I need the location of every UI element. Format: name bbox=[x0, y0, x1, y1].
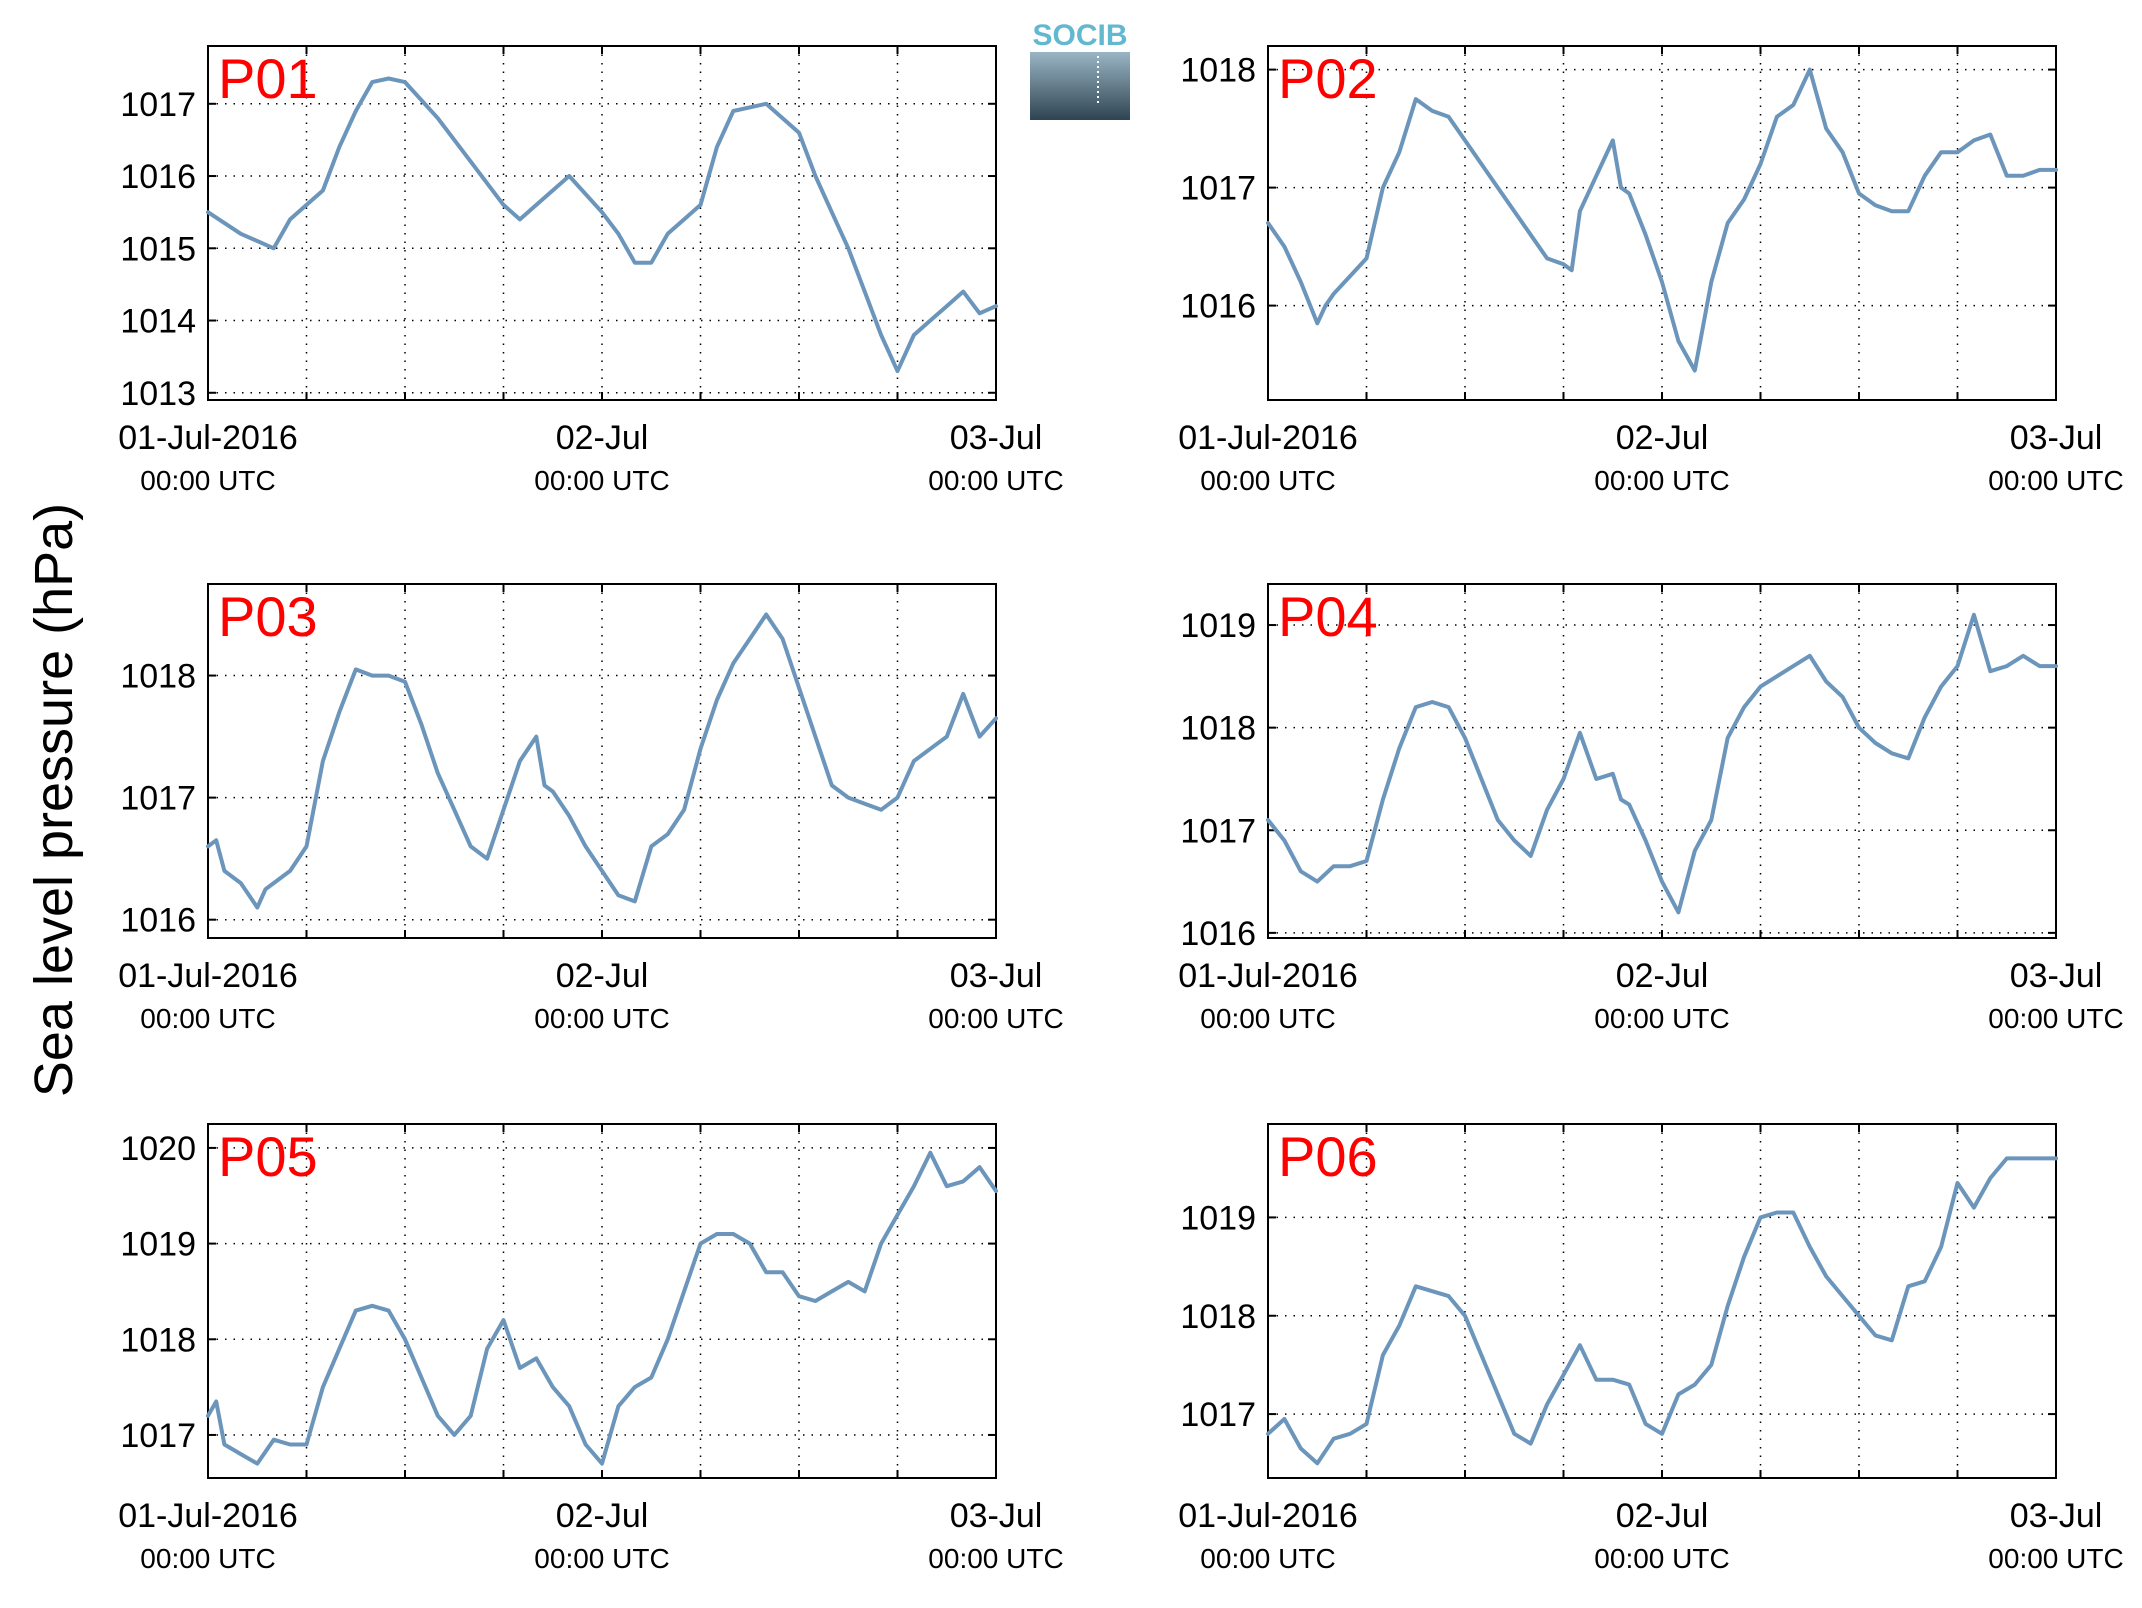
y-tick-label: 1017 bbox=[120, 86, 196, 124]
panel-p06: 1017 1018 1019 01-Jul-2016 00:00 UTC 02-Jul 00… bbox=[1178, 1123, 2124, 1574]
logo-text: SOCIB bbox=[1032, 19, 1127, 52]
y-tick-label: 1017 bbox=[1180, 1396, 1256, 1434]
y-tick-label: 1019 bbox=[120, 1226, 196, 1264]
x-tick-label-date: 02-Jul bbox=[1616, 1497, 1709, 1535]
y-tick-label: 1018 bbox=[120, 1321, 196, 1359]
x-tick-label-time: 00:00 UTC bbox=[140, 465, 275, 496]
y-axis-label: Sea level pressure (hPa) bbox=[24, 503, 84, 1097]
panel-label: P02 bbox=[1278, 47, 1378, 110]
series-line bbox=[1266, 612, 2058, 915]
panels: 1013 1014 1015 1016 1017 01-Jul-2016 00:00 UTC… bbox=[118, 45, 2124, 1574]
logo-wave-box bbox=[1030, 52, 1130, 120]
x-tick-label-time: 00:00 UTC bbox=[1200, 1543, 1335, 1574]
y-tick-label: 1020 bbox=[120, 1130, 196, 1168]
y-tick-label: 1019 bbox=[1180, 1199, 1256, 1237]
series-line bbox=[206, 1150, 998, 1466]
series-line bbox=[206, 612, 998, 910]
y-tick-label: 1017 bbox=[120, 1417, 196, 1455]
series-line bbox=[1266, 67, 2058, 373]
x-tick-label-date: 03-Jul bbox=[950, 957, 1043, 995]
y-tick-label: 1018 bbox=[120, 658, 196, 696]
panel-label: P06 bbox=[1278, 1125, 1378, 1188]
panel-p05: 1017 1018 1019 1020 01-Jul-2016 00:00 UTC 02-J… bbox=[118, 1123, 1064, 1574]
x-tick-label-time: 00:00 UTC bbox=[534, 1543, 669, 1574]
panel-label: P05 bbox=[218, 1125, 318, 1188]
panel-label: P04 bbox=[1278, 585, 1378, 648]
x-tick-label-time: 00:00 UTC bbox=[1988, 1543, 2123, 1574]
x-tick-label-time: 00:00 UTC bbox=[1594, 1003, 1729, 1034]
x-tick-label-date: 01-Jul-2016 bbox=[118, 1497, 298, 1535]
x-tick-label-date: 02-Jul bbox=[556, 1497, 649, 1535]
y-tick-label: 1018 bbox=[1180, 52, 1256, 90]
axes-frame bbox=[207, 583, 997, 939]
x-tick-label-time: 00:00 UTC bbox=[1200, 465, 1335, 496]
axes-frame bbox=[207, 1123, 997, 1479]
panel-p03: 1016 1017 1018 01-Jul-2016 00:00 UTC 02-Jul 00… bbox=[118, 583, 1064, 1034]
series-line bbox=[206, 76, 998, 374]
x-tick-label-time: 00:00 UTC bbox=[1594, 465, 1729, 496]
axes-frame bbox=[207, 45, 997, 401]
y-tick-label: 1016 bbox=[120, 902, 196, 940]
x-tick-label-date: 01-Jul-2016 bbox=[118, 957, 298, 995]
y-tick-label: 1018 bbox=[1180, 1298, 1256, 1336]
y-tick-label: 1016 bbox=[1180, 288, 1256, 326]
x-tick-label-date: 01-Jul-2016 bbox=[118, 419, 298, 457]
y-tick-label: 1013 bbox=[120, 375, 196, 413]
x-tick-label-time: 00:00 UTC bbox=[928, 1543, 1063, 1574]
x-tick-label-time: 00:00 UTC bbox=[140, 1543, 275, 1574]
x-tick-label-time: 00:00 UTC bbox=[1200, 1003, 1335, 1034]
x-tick-label-time: 00:00 UTC bbox=[1988, 1003, 2123, 1034]
panel-p02: 1016 1017 1018 01-Jul-2016 00:00 UTC 02-Jul 00… bbox=[1178, 45, 2124, 496]
x-tick-label-time: 00:00 UTC bbox=[534, 1003, 669, 1034]
series-line bbox=[1266, 1156, 2058, 1466]
x-tick-label-date: 02-Jul bbox=[1616, 419, 1709, 457]
y-tick-label: 1016 bbox=[1180, 915, 1256, 953]
x-tick-label-date: 02-Jul bbox=[556, 419, 649, 457]
x-tick-label-time: 00:00 UTC bbox=[928, 1003, 1063, 1034]
x-tick-label-date: 03-Jul bbox=[2010, 1497, 2103, 1535]
y-tick-label: 1018 bbox=[1180, 710, 1256, 748]
y-tick-label: 1017 bbox=[120, 780, 196, 818]
x-tick-label-date: 01-Jul-2016 bbox=[1178, 419, 1358, 457]
x-tick-label-date: 02-Jul bbox=[1616, 957, 1709, 995]
y-tick-label: 1015 bbox=[120, 230, 196, 268]
x-tick-label-date: 03-Jul bbox=[2010, 957, 2103, 995]
x-tick-label-date: 01-Jul-2016 bbox=[1178, 957, 1358, 995]
panel-label: P01 bbox=[218, 47, 318, 110]
x-tick-label-time: 00:00 UTC bbox=[140, 1003, 275, 1034]
panel-label: P03 bbox=[218, 585, 318, 648]
y-tick-label: 1014 bbox=[120, 303, 196, 341]
x-tick-label-date: 02-Jul bbox=[556, 957, 649, 995]
y-tick-label: 1016 bbox=[120, 158, 196, 196]
panel-p04: 1016 1017 1018 1019 01-Jul-2016 00:00 UTC 02-J… bbox=[1178, 583, 2124, 1034]
axes-frame bbox=[1267, 1123, 2057, 1479]
socib-logo: SOCIB bbox=[1030, 19, 1130, 120]
x-tick-label-date: 03-Jul bbox=[950, 419, 1043, 457]
x-tick-label-time: 00:00 UTC bbox=[928, 465, 1063, 496]
y-tick-label: 1017 bbox=[1180, 812, 1256, 850]
x-tick-label-date: 03-Jul bbox=[2010, 419, 2103, 457]
axes-frame bbox=[1267, 45, 2057, 401]
x-tick-label-time: 00:00 UTC bbox=[1988, 465, 2123, 496]
y-tick-label: 1019 bbox=[1180, 607, 1256, 645]
x-tick-label-date: 03-Jul bbox=[950, 1497, 1043, 1535]
y-tick-label: 1017 bbox=[1180, 170, 1256, 208]
x-tick-label-date: 01-Jul-2016 bbox=[1178, 1497, 1358, 1535]
panel-p01: 1013 1014 1015 1016 1017 01-Jul-2016 00:00 UTC… bbox=[118, 45, 1064, 496]
x-tick-label-time: 00:00 UTC bbox=[1594, 1543, 1729, 1574]
x-tick-label-time: 00:00 UTC bbox=[534, 465, 669, 496]
